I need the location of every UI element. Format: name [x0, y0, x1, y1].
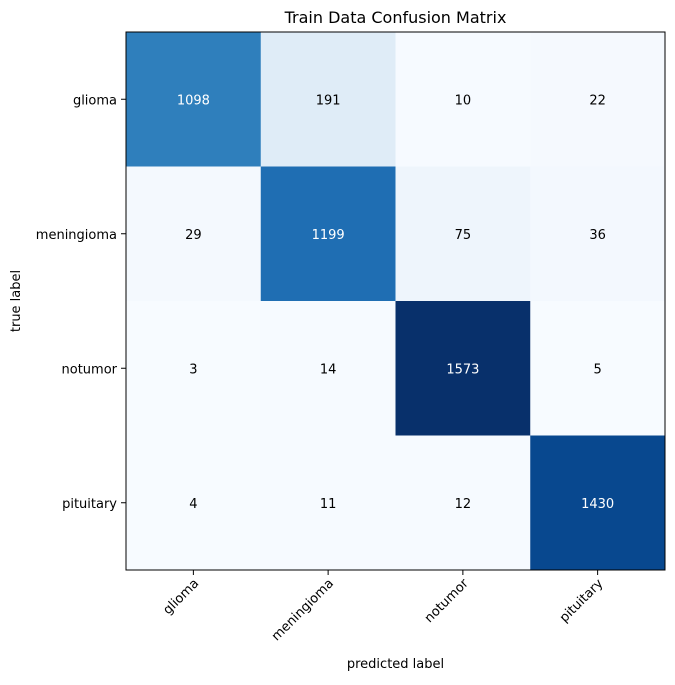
- y-tick-label: pituitary: [62, 497, 117, 512]
- cell-value-label: 1573: [446, 362, 479, 377]
- plot-frame: [125, 31, 666, 571]
- heatmap-cell: [126, 32, 262, 167]
- heatmap-cell: [260, 435, 396, 571]
- y-tick-label: meningioma: [36, 228, 117, 243]
- cell-value-labels: 1098 191 10 22 29 1199 75 36 3 14 1573 5 4 11 12 1430: [177, 93, 614, 512]
- chart-title: Train Data Confusion Matrix: [284, 8, 507, 27]
- cell-value-label: 36: [589, 228, 606, 243]
- heatmap-cell: [530, 166, 666, 302]
- y-tick-label: notumor: [62, 362, 118, 377]
- cell-value-label: 14: [320, 362, 337, 377]
- heatmap-cells: [126, 32, 666, 571]
- x-axis-ticks: glioma meningioma notumor pituitary: [160, 570, 607, 644]
- heatmap-cell: [395, 32, 531, 167]
- cell-value-label: 12: [455, 497, 472, 512]
- cell-value-label: 75: [455, 228, 472, 243]
- heatmap-cell: [530, 301, 666, 436]
- x-tick-label: pituitary: [557, 576, 607, 626]
- heatmap-cell: [530, 32, 666, 167]
- heatmap-cell: [395, 435, 531, 571]
- x-tick-label: glioma: [160, 576, 202, 618]
- heatmap-cell: [260, 166, 396, 302]
- heatmap-cell: [395, 166, 531, 302]
- y-axis-label: true label: [9, 270, 24, 332]
- heatmap-cell: [530, 435, 666, 571]
- x-tick-label: meningioma: [269, 576, 337, 644]
- heatmap-cell: [126, 166, 262, 302]
- cell-value-label: 3: [189, 362, 197, 377]
- y-axis-ticks: glioma meningioma notumor pituitary: [36, 93, 126, 512]
- heatmap-cell: [260, 32, 396, 167]
- cell-value-label: 5: [593, 362, 601, 377]
- cell-value-label: 22: [589, 93, 606, 108]
- x-axis-label: predicted label: [347, 657, 444, 672]
- y-tick-label: glioma: [73, 93, 117, 108]
- x-tick-label: notumor: [422, 576, 472, 626]
- heatmap-cell: [260, 301, 396, 436]
- cell-value-label: 191: [316, 93, 341, 108]
- cell-value-label: 10: [455, 93, 472, 108]
- heatmap-cell: [395, 301, 531, 436]
- cell-value-label: 11: [320, 497, 337, 512]
- cell-value-label: 1430: [581, 497, 614, 512]
- cell-value-label: 1098: [177, 93, 210, 108]
- cell-value-label: 1199: [312, 228, 345, 243]
- heatmap-cell: [126, 435, 262, 571]
- heatmap-cell: [126, 301, 262, 436]
- cell-value-label: 29: [185, 228, 202, 243]
- cell-value-label: 4: [189, 497, 197, 512]
